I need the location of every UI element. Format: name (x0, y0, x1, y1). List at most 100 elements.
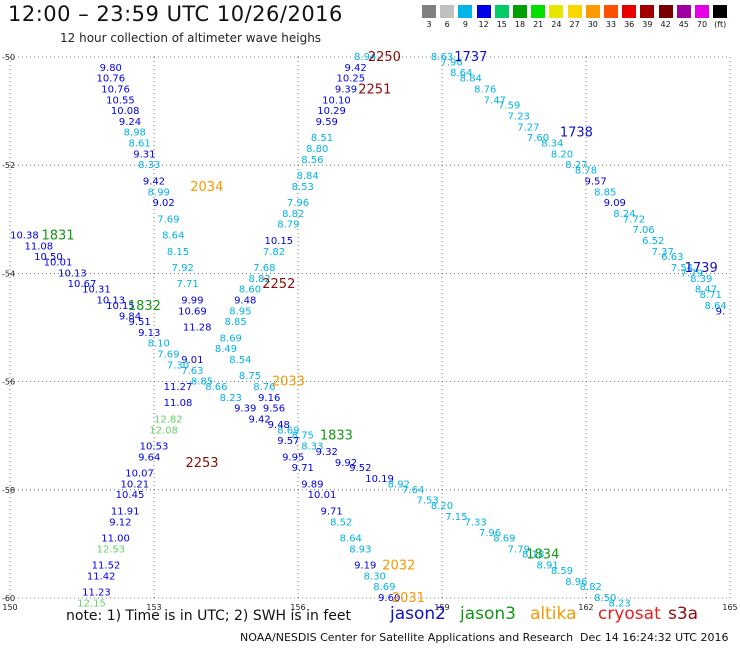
pass-time-label: 2034 (190, 180, 223, 195)
wave-height-value: 7.69 (157, 350, 179, 361)
wave-height-value: 8.84 (296, 171, 318, 182)
footer-credit: NOAA/NESDIS Center for Satellite Applica… (240, 631, 574, 644)
wave-height-value: 10.45 (116, 490, 145, 501)
wave-height-value: 9.13 (138, 328, 160, 339)
pass-time-label: 2251 (358, 82, 391, 97)
wave-height-value: 8.76 (474, 84, 496, 95)
wave-height-value: 8.85 (224, 317, 246, 328)
wave-height-value: 8.66 (205, 382, 227, 393)
wave-height-value: 9.89 (301, 479, 323, 490)
legend-swatch (549, 5, 564, 18)
wave-height-value: 7.37 (652, 247, 674, 258)
wave-height-value: 10.08 (111, 106, 140, 117)
wave-height-value: 7.27 (517, 122, 539, 133)
y-tick-label: -60 (2, 594, 15, 603)
wave-height-value: 8.64 (162, 231, 184, 242)
wave-height-value: 9.42 (248, 414, 270, 425)
wave-height-value: 9.01 (181, 355, 203, 366)
wave-height-value: 9.12 (109, 517, 131, 528)
legend-label: 18 (514, 20, 526, 29)
wave-height-value: 7.54 (671, 263, 693, 274)
wave-height-value: 10.69 (178, 306, 207, 317)
y-tick-label: -56 (2, 378, 15, 387)
satellite-name: jason2 (390, 604, 446, 624)
wave-height-value: 8.64 (704, 301, 726, 312)
wave-height-value: 8.53 (292, 182, 314, 193)
x-tick-label: 153 (146, 603, 161, 612)
wave-height-value: 10.01 (308, 490, 337, 501)
wave-height-value: 10.07 (125, 469, 154, 480)
wave-height-value: 7.79 (680, 268, 702, 279)
wave-height-value: 8.82 (580, 582, 602, 593)
wave-height-value: 8.64 (450, 68, 472, 79)
wave-height-value: 8.84 (460, 74, 482, 85)
wave-height-value: 7.82 (263, 247, 285, 258)
wave-height-value: 7.60 (527, 133, 549, 144)
wave-height-value: 7.68 (253, 263, 275, 274)
legend-swatch (604, 5, 618, 18)
wave-height-value: 8.75 (292, 431, 314, 442)
wave-height-value: 10.19 (365, 474, 394, 485)
wave-height-value: 8.80 (306, 144, 328, 155)
wave-height-value: 10.53 (140, 442, 169, 453)
legend-swatch (513, 5, 527, 18)
y-tick-label: -54 (2, 269, 15, 278)
wave-height-value: 8.78 (575, 166, 597, 177)
wave-height-value: 7.53 (416, 496, 438, 507)
wave-height-value: 8.27 (565, 160, 587, 171)
wave-height-value: 8.33 (138, 160, 160, 171)
wave-height-value: 11.23 (82, 588, 111, 599)
wave-height-value: 7.23 (508, 112, 530, 123)
pass-time-label: 1833 (320, 429, 353, 444)
wave-height-value: 8.20 (431, 501, 453, 512)
legend-swatch (695, 5, 709, 18)
wave-height-value: 8.95 (229, 306, 251, 317)
wave-height-value: 9.71 (320, 506, 342, 517)
wave-height-value: 7.69 (157, 214, 179, 225)
wave-height-value: 8.50 (594, 593, 616, 604)
wave-height-value: 9.02 (152, 198, 174, 209)
legend-label: 30 (587, 20, 598, 29)
x-tick-label: 150 (2, 603, 17, 612)
wave-height-value: 7.63 (181, 366, 203, 377)
wave-height-value: 8.96 (565, 577, 587, 588)
wave-height-value: 8.10 (148, 339, 170, 350)
wave-height-value: 12.08 (149, 425, 178, 436)
wave-height-value: 7.71 (176, 279, 198, 290)
wave-height-value: 8.54 (229, 355, 251, 366)
wave-height-value: 10.10 (322, 95, 351, 106)
legend-swatch (622, 5, 637, 18)
legend-label: 27 (569, 20, 580, 29)
pass-time-label: 2253 (185, 456, 218, 471)
wave-height-value: 10.50 (34, 252, 63, 263)
wave-height-value: 8.51 (311, 133, 333, 144)
wave-height-value: 9.42 (143, 176, 165, 187)
wave-height-value: 9.52 (349, 463, 371, 474)
wave-height-value: 11.42 (87, 571, 116, 582)
wave-height-value: 8.30 (364, 571, 386, 582)
wave-height-value: 11.28 (183, 323, 212, 334)
wave-height-value: 8.52 (330, 517, 352, 528)
legend-label: 9 (462, 20, 468, 29)
legend-label: 39 (642, 20, 653, 29)
wave-height-value: 8.94 (354, 52, 376, 63)
wave-height-value: 10.55 (106, 95, 135, 106)
wave-height-value: 9.51 (128, 317, 150, 328)
satellite-name: altika (530, 604, 577, 624)
wave-height-value: 9.19 (354, 561, 376, 572)
legend-swatch (658, 5, 673, 18)
wave-height-value: 7.06 (632, 225, 654, 236)
wave-height-value: 10.38 (10, 231, 39, 242)
wave-height-value: 10.76 (101, 84, 130, 95)
wave-height-value: 8.69 (373, 582, 395, 593)
pass-time-label: 2032 (382, 559, 415, 574)
wave-height-value: 8.75 (239, 371, 261, 382)
wave-height-value: 8.15 (167, 247, 189, 258)
wave-height-value: 8.76 (253, 382, 275, 393)
wave-height-value: 7.96 (440, 57, 462, 68)
legend-label: 45 (678, 20, 689, 29)
wave-height-value: 9.92 (335, 458, 357, 469)
wave-height-value: 7.59 (498, 101, 520, 112)
wave-height-value: 8.23 (220, 393, 242, 404)
legend-swatch (531, 5, 546, 18)
